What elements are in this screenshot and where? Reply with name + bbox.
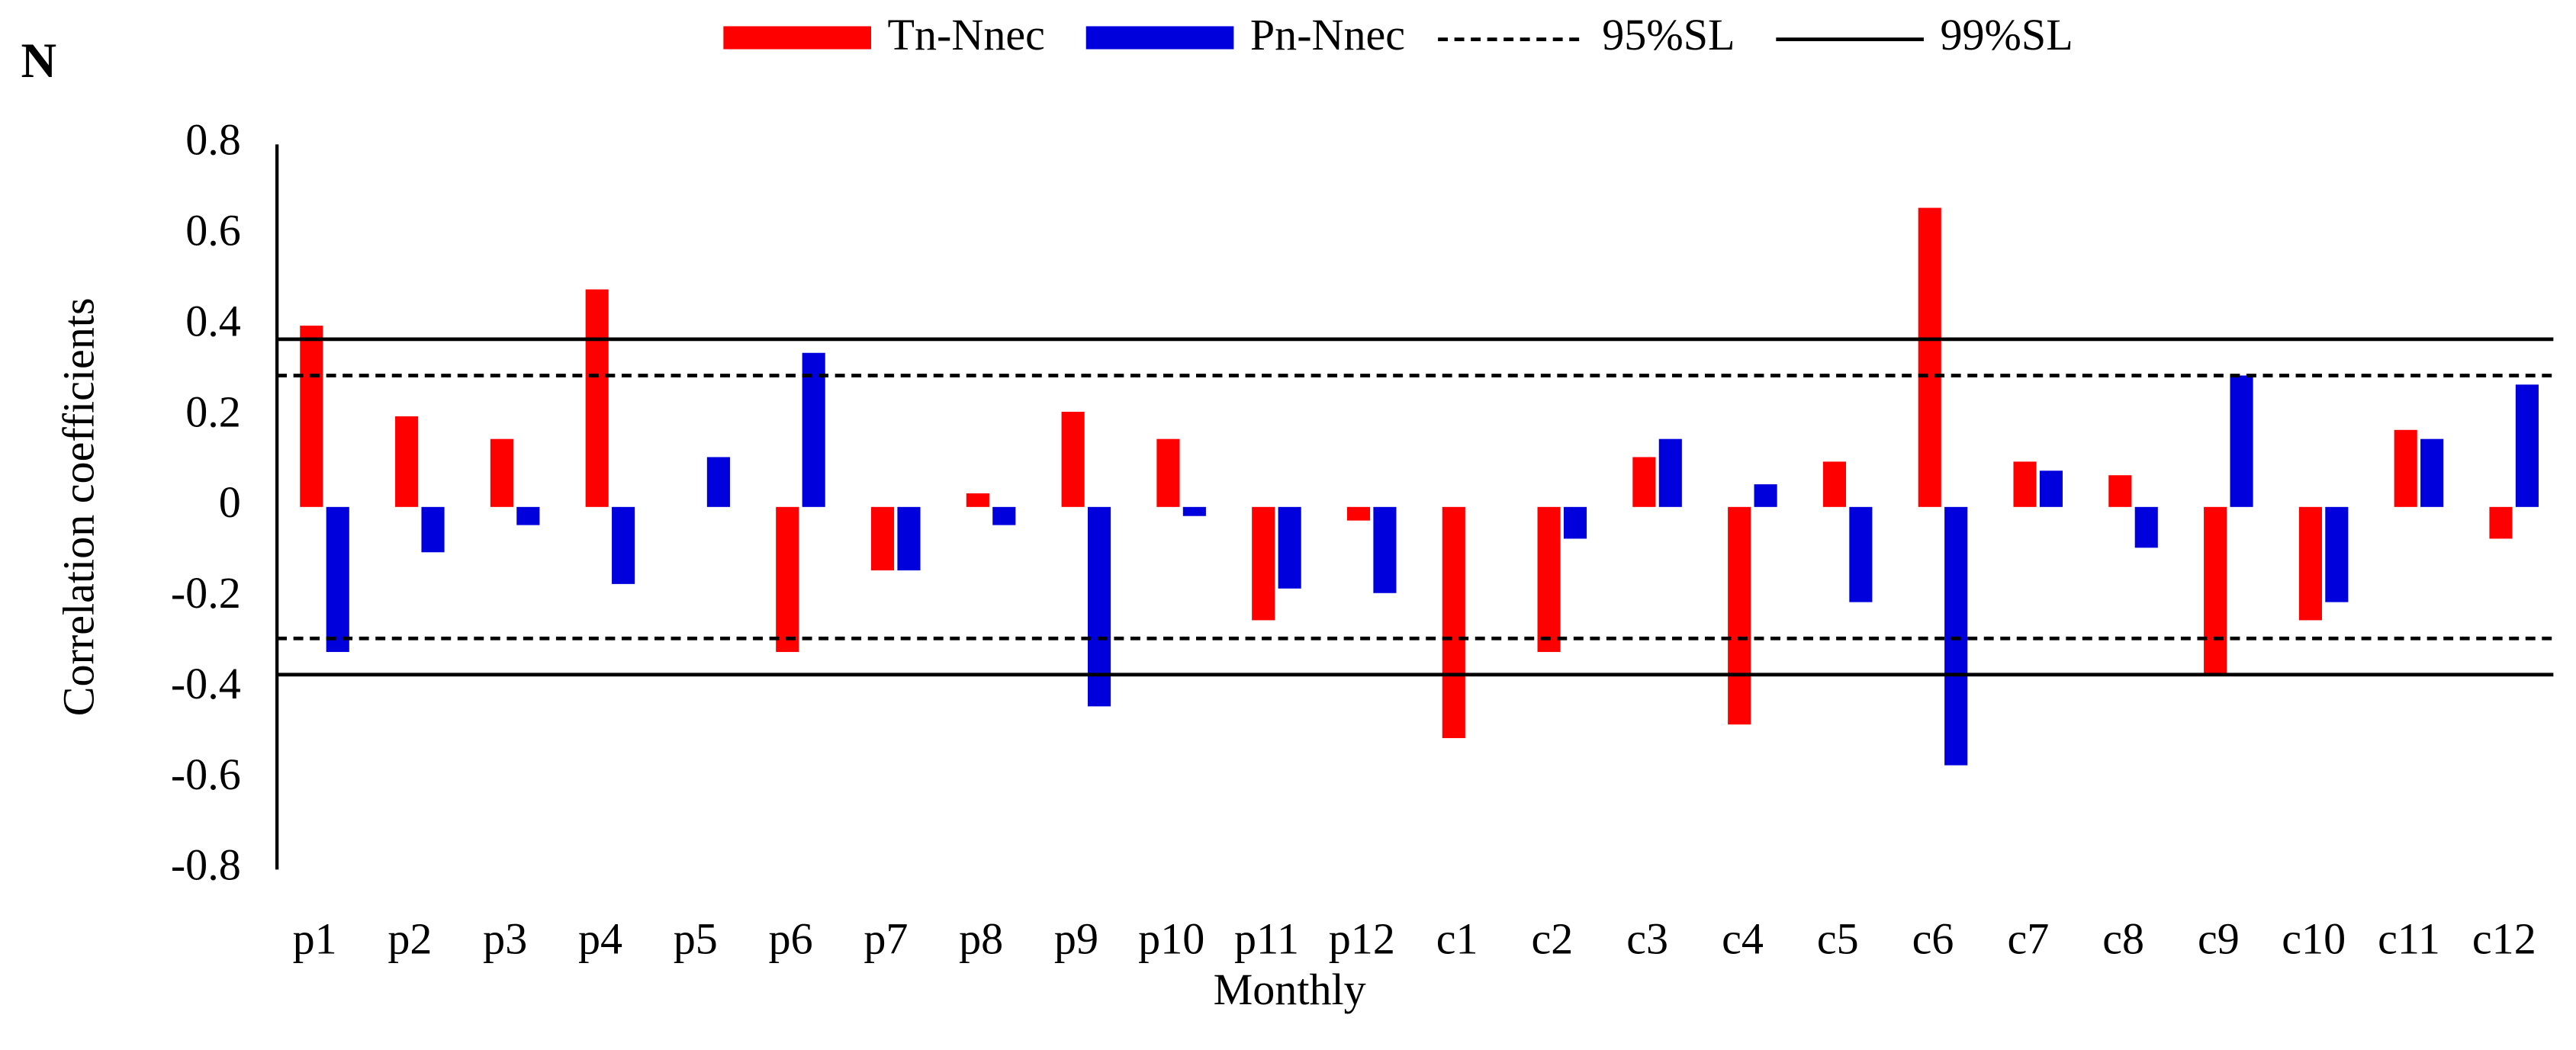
bar [1156,438,1180,507]
x-tick-label: p5 [674,914,718,963]
bar [966,493,989,507]
x-tick-label: p10 [1138,914,1204,963]
x-tick-label: p9 [1054,914,1098,963]
bar [2134,506,2158,548]
bar [2325,506,2349,602]
y-tick-label: 0.8 [185,115,241,165]
x-tick-label: p1 [293,914,337,963]
panel-label: N [21,33,56,88]
bar [897,506,921,571]
bar [2394,429,2417,507]
x-tick-label: c1 [1436,914,1478,963]
bar [1537,506,1561,653]
x-tick-label: c8 [2102,914,2144,963]
bar [395,416,419,507]
bar [2204,506,2227,675]
x-tick-label: p6 [769,914,813,963]
bar [1563,506,1587,539]
x-axis-title: Monthly [1214,965,1366,1014]
bar [1442,506,1465,738]
bar [2298,506,2322,621]
bar [1728,506,1751,725]
bar [300,326,323,507]
y-tick-label: 0.2 [185,387,241,436]
y-axis-title: Correlation coefficients [54,297,104,716]
bar [1849,506,1873,602]
bar [1918,207,1941,507]
x-tick-label: p4 [578,914,622,963]
bar [1944,506,1968,766]
x-tick-label: c12 [2472,914,2536,963]
x-tick-label: c5 [1817,914,1859,963]
bar [421,506,445,553]
bar [326,506,349,653]
bar [871,506,895,571]
x-tick-label: c4 [1722,914,1764,963]
bar [490,438,513,507]
y-tick-label: -0.2 [171,568,241,618]
x-tick-label: p7 [863,914,908,963]
bar [612,506,635,584]
x-tick-label: c10 [2282,914,2346,963]
x-tick-label: c7 [2007,914,2049,963]
bar [1658,438,1682,507]
bar [1346,506,1371,521]
bar [2108,475,2132,507]
x-tick-label: c6 [1912,914,1954,963]
x-tick-label: c2 [1531,914,1573,963]
bar [2489,506,2513,539]
y-tick-label: 0 [219,477,241,527]
x-tick-label: p11 [1234,914,1299,963]
y-tick-label: 0.6 [185,206,241,255]
bar [992,506,1016,525]
legend-swatch [1085,26,1234,50]
bar [2013,461,2037,507]
legend-label: Tn-Nnec [888,10,1045,59]
bar [776,506,799,653]
x-tick-label: p8 [959,914,1003,963]
bar [1088,506,1111,707]
bar [2039,470,2063,507]
bar [1182,506,1206,516]
bar [706,457,730,507]
x-tick-label: p3 [483,914,527,963]
x-tick-label: c9 [2198,914,2240,963]
bar [1278,506,1301,589]
bar [2420,438,2444,507]
bar [2230,375,2253,507]
y-tick-label: -0.8 [171,840,241,890]
legend-label: 99%SL [1940,10,2073,59]
x-tick-label: c3 [1626,914,1668,963]
y-tick-label: 0.4 [185,296,241,345]
legend-swatch [723,26,872,50]
bar [516,506,540,525]
bar [1252,506,1275,621]
x-tick-label: p12 [1329,914,1395,963]
legend-label: 95%SL [1602,10,1735,59]
bar [1373,506,1397,593]
bar [1061,412,1085,507]
y-tick-label: -0.4 [171,659,241,708]
bar [1822,461,1847,507]
bar [1632,457,1656,507]
y-tick-label: -0.6 [171,750,241,799]
bar [1754,484,1777,507]
x-tick-label: c11 [2378,914,2440,963]
legend-label: Pn-Nnec [1250,10,1405,59]
bar [585,289,609,507]
x-tick-label: p2 [388,914,432,963]
bar [2515,384,2539,507]
bar [802,352,825,507]
